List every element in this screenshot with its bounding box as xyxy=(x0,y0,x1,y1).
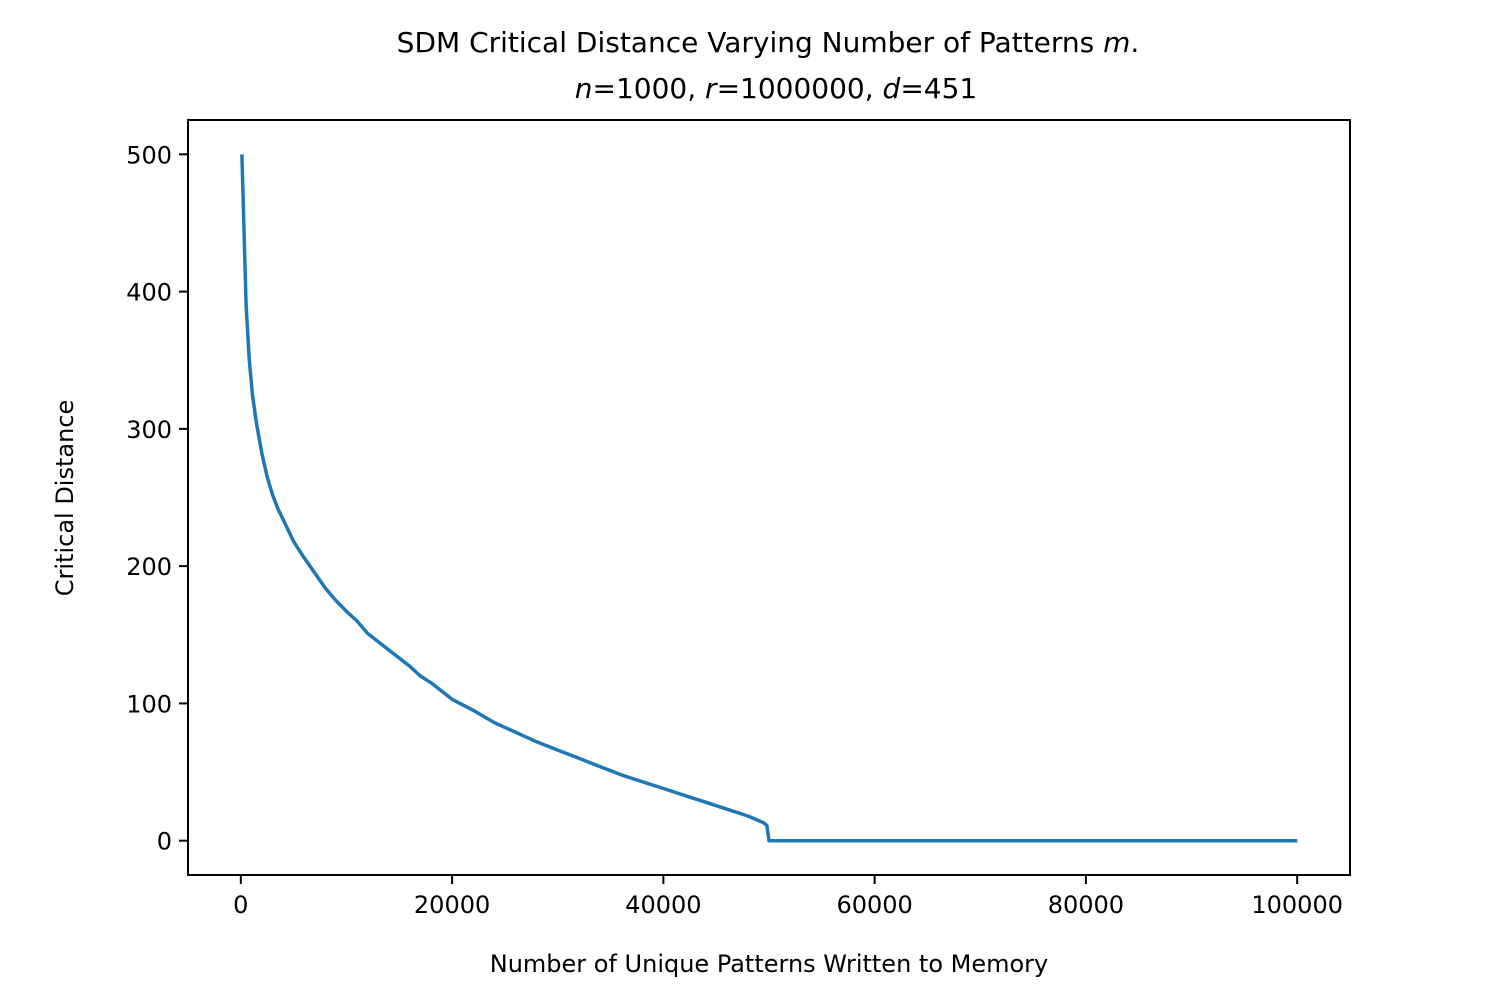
y-tick-label: 400 xyxy=(126,279,172,307)
x-tick-label: 0 xyxy=(233,891,248,919)
chart-title-prefix: SDM Critical Distance Varying Number of … xyxy=(397,26,1103,59)
chart-title-n-val: 1000 xyxy=(616,72,687,105)
chart-title-sep-2: , xyxy=(865,72,883,105)
y-tick-label: 0 xyxy=(157,828,172,856)
y-axis-ticks: 0 100 200 300 400 500 xyxy=(126,141,188,856)
x-tick-label: 40000 xyxy=(625,891,701,919)
chart-title-d-eq: = xyxy=(900,72,923,105)
chart-title-suffix: . xyxy=(1130,26,1139,59)
x-tick-label: 100000 xyxy=(1251,891,1343,919)
x-tick-label: 60000 xyxy=(836,891,912,919)
series-layer xyxy=(240,154,1298,843)
y-tick-label: 300 xyxy=(126,416,172,444)
x-axis-ticks: 0 20000 40000 60000 80000 100000 xyxy=(233,875,1343,919)
y-tick-label: 200 xyxy=(126,553,172,581)
chart-title-n-var: n xyxy=(575,72,593,105)
y-tick-label: 500 xyxy=(126,141,172,169)
x-tick-label: 20000 xyxy=(414,891,490,919)
series-line xyxy=(240,154,1298,843)
x-axis-label: Number of Unique Patterns Written to Mem… xyxy=(490,950,1049,978)
y-axis-label: Critical Distance xyxy=(51,400,79,597)
x-tick-label: 80000 xyxy=(1048,891,1124,919)
chart-title-sep-1: , xyxy=(687,72,705,105)
chart-title-r-val: 1000000 xyxy=(740,72,865,105)
chart-title-line-1: SDM Critical Distance Varying Number of … xyxy=(397,26,1140,59)
plot-frame xyxy=(187,119,1351,876)
chart-title-d-var: d xyxy=(883,72,901,105)
y-tick-label: 100 xyxy=(126,690,172,718)
chart-title-n-eq: = xyxy=(593,72,616,105)
chart-title-r-eq: = xyxy=(717,72,740,105)
chart-title-line-2: n=1000, r=1000000, d=451 xyxy=(575,72,978,105)
chart-title-m-var: m xyxy=(1103,26,1130,59)
chart-title-r-var: r xyxy=(705,72,718,105)
chart-title-d-val: 451 xyxy=(924,72,977,105)
